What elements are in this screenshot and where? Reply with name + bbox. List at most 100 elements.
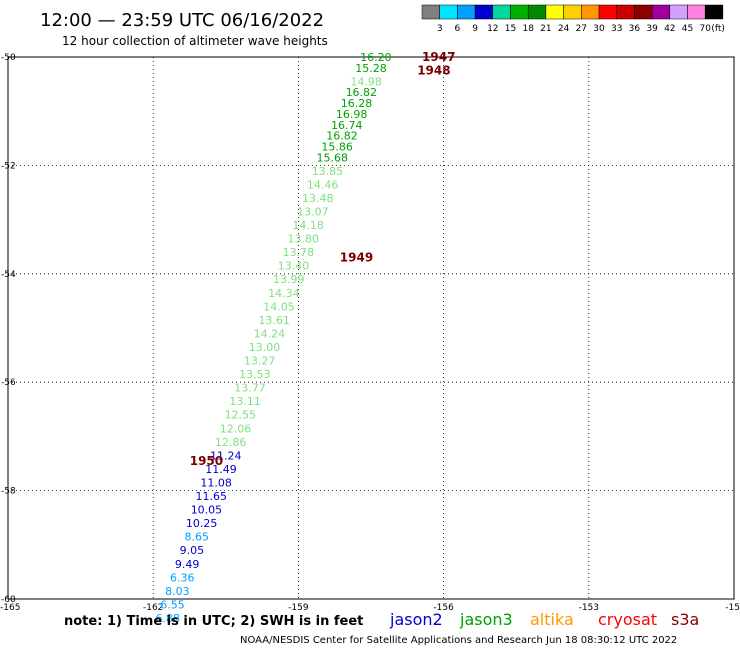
hour-label: 1950 bbox=[190, 454, 223, 468]
colorbar-level: 18 bbox=[522, 24, 534, 34]
swh-point-label: 14.18 bbox=[292, 219, 324, 232]
plot-frame bbox=[7, 56, 735, 600]
swh-point-label: 11.08 bbox=[200, 476, 232, 489]
grid-lines bbox=[8, 57, 734, 599]
swh-point-label: 9.05 bbox=[180, 544, 205, 557]
x-tick-label: -153 bbox=[579, 603, 599, 613]
y-tick-label: -60 bbox=[1, 595, 16, 605]
axis-ticks: -165 -162 -159 -156 -153 -15 -50 -52 -54 -56 -58 -6… bbox=[0, 53, 740, 613]
colorbar-swatch bbox=[527, 4, 547, 20]
colorbar-swatch bbox=[439, 4, 458, 20]
swh-point-label: 12.86 bbox=[215, 436, 247, 449]
hour-label: 1947 bbox=[422, 50, 455, 64]
colorbar-level: 70 bbox=[699, 24, 711, 34]
swh-point-label: 13.85 bbox=[312, 165, 344, 178]
colorbar-swatch bbox=[474, 4, 494, 20]
swh-point-label: 8.65 bbox=[185, 531, 210, 544]
swh-point-label: 12.55 bbox=[225, 409, 257, 422]
colorbar-swatch bbox=[634, 4, 653, 20]
hour-label: 1948 bbox=[417, 64, 450, 78]
swh-point-label: 16.74 bbox=[331, 119, 363, 132]
hour-label: 1949 bbox=[340, 251, 373, 265]
colorbar-swatch bbox=[492, 4, 511, 20]
swh-point-label: 16.82 bbox=[346, 86, 378, 99]
swh-point-label: 13.27 bbox=[244, 355, 276, 368]
colorbar-level: 33 bbox=[611, 24, 622, 34]
chart-title: 12:00 — 23:59 UTC 06/16/2022 bbox=[40, 10, 324, 31]
mission-altika: altika bbox=[530, 610, 574, 629]
colorbar-level: 12 bbox=[487, 24, 498, 34]
swh-point-label: 14.05 bbox=[263, 300, 295, 313]
colorbar-level: 24 bbox=[558, 24, 570, 34]
swh-point-label: 14.24 bbox=[254, 327, 286, 340]
colorbar-swatch bbox=[563, 4, 582, 20]
colorbar-swatch bbox=[598, 4, 617, 20]
mission-s3a: s3a bbox=[671, 610, 699, 629]
swh-point-label: 9.49 bbox=[175, 558, 200, 571]
footer-credit: NOAA/NESDIS Center for Satellite Applica… bbox=[240, 635, 677, 646]
colorbar-level: 36 bbox=[629, 24, 641, 34]
mission-jason2: jason2 bbox=[389, 610, 443, 629]
colorbar-level: 30 bbox=[593, 24, 605, 34]
swh-point-label: 13.48 bbox=[302, 192, 334, 205]
swh-point-label: 16.20 bbox=[360, 51, 392, 64]
swh-point-label: 16.28 bbox=[341, 97, 373, 110]
colorbar-level: 42 bbox=[664, 24, 675, 34]
swh-point-label: 13.53 bbox=[239, 368, 271, 381]
swh-point-label: 10.25 bbox=[186, 517, 218, 530]
y-tick-label: -58 bbox=[1, 487, 16, 497]
swh-point-label: 11.49 bbox=[205, 463, 237, 476]
y-tick-label: -52 bbox=[1, 161, 16, 171]
swh-point-label: 6.88 bbox=[155, 612, 180, 625]
swh-point-label: 15.28 bbox=[355, 62, 387, 75]
swh-point-label: 10.05 bbox=[191, 504, 223, 517]
x-tick-label: -162 bbox=[143, 603, 163, 613]
swh-point-label: 13.78 bbox=[283, 246, 315, 259]
swh-point-label: 13.80 bbox=[287, 233, 319, 246]
plot-area: -165 -162 -159 -156 -153 -15 -50 -52 -54 -56 -58 -6… bbox=[0, 50, 740, 625]
swh-point-label: 16.82 bbox=[326, 130, 358, 143]
colorbar-swatch bbox=[687, 4, 706, 20]
swh-point-label: 6.55 bbox=[160, 598, 185, 611]
colorbar-swatch bbox=[510, 4, 529, 20]
colorbar-level: 6 bbox=[455, 24, 461, 34]
colorbar-level: 15 bbox=[505, 24, 516, 34]
swh-points: 16.2015.2814.9816.8216.2816.9816.7416.82… bbox=[155, 51, 391, 625]
swh-point-label: 14.46 bbox=[307, 178, 339, 191]
colorbar-swatch bbox=[704, 4, 724, 20]
swh-point-label: 16.98 bbox=[336, 108, 368, 121]
swh-point-label: 13.00 bbox=[249, 341, 281, 354]
colorbar-unit: (ft) bbox=[711, 24, 725, 34]
colorbar-swatch bbox=[669, 4, 688, 20]
swh-point-label: 11.65 bbox=[196, 490, 228, 503]
y-tick-label: -50 bbox=[1, 53, 16, 63]
colorbar-level: 3 bbox=[437, 24, 443, 34]
swh-point-label: 12.06 bbox=[220, 422, 252, 435]
colorbar-legend: 3 6 9 12 15 18 21 24 27 30 33 36 39 42 45 70 (ft) bbox=[421, 4, 725, 34]
swh-point-label: 13.99 bbox=[273, 273, 305, 286]
swh-point-label: 13.07 bbox=[297, 205, 329, 218]
y-tick-label: -54 bbox=[1, 270, 16, 280]
swh-point-label: 14.34 bbox=[268, 287, 300, 300]
swh-point-label: 14.98 bbox=[350, 75, 382, 88]
swh-point-label: 8.03 bbox=[165, 585, 190, 598]
swh-point-label: 13.11 bbox=[229, 395, 261, 408]
footer-note: note: 1) Time is in UTC; 2) SWH is in fe… bbox=[64, 614, 363, 629]
swh-point-label: 13.61 bbox=[258, 314, 290, 327]
colorbar-swatch bbox=[651, 4, 671, 20]
x-tick-label: -156 bbox=[433, 603, 454, 613]
colorbar-swatch bbox=[616, 4, 635, 20]
x-tick-label: -159 bbox=[288, 603, 309, 613]
chart-subtitle: 12 hour collection of altimeter wave hei… bbox=[62, 34, 328, 48]
colorbar-swatch bbox=[457, 4, 476, 20]
colorbar-swatch bbox=[545, 4, 564, 20]
mission-legend: jason2 jason3 altika cryosat s3a bbox=[389, 610, 699, 629]
x-tick-label: -165 bbox=[0, 603, 20, 613]
colorbar-level: 21 bbox=[540, 24, 551, 34]
mission-jason3: jason3 bbox=[459, 610, 513, 629]
swh-point-label: 15.86 bbox=[321, 140, 353, 153]
swh-point-label: 13.77 bbox=[234, 382, 266, 395]
y-tick-label: -56 bbox=[1, 378, 16, 388]
colorbar-level: 39 bbox=[646, 24, 658, 34]
